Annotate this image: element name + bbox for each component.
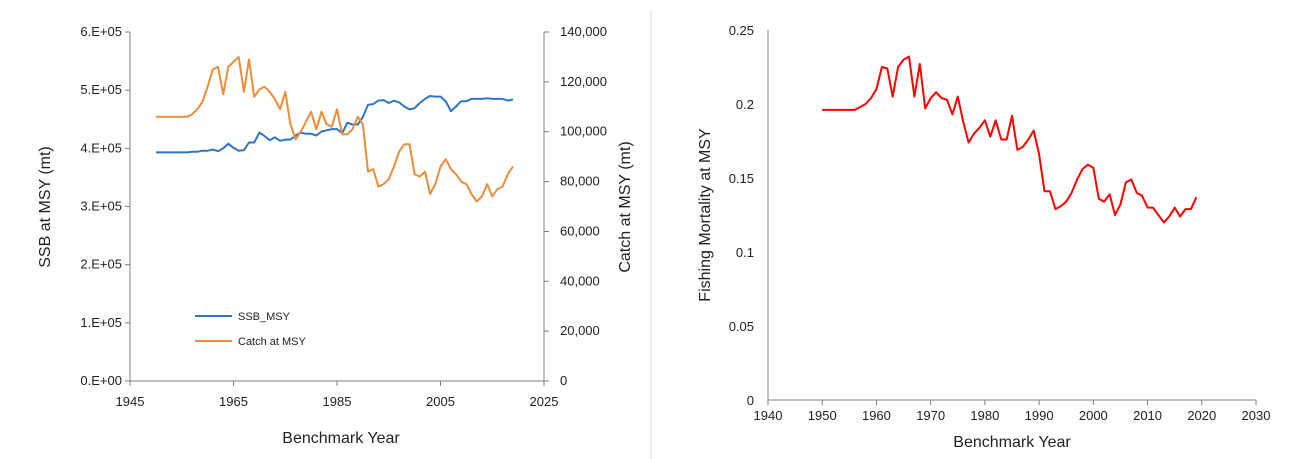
right-x-tick-label: 2010 <box>1133 408 1162 423</box>
right-chart-y-ticks: 0 0.05 0.1 0.15 0.2 0.25 <box>729 23 754 408</box>
left-y2-tick-label: 0 <box>560 373 567 388</box>
series-line-catch-at-msy <box>155 55 514 203</box>
right-x-tick-label: 2020 <box>1187 408 1216 423</box>
left-chart-x-label: Benchmark Year <box>282 430 400 447</box>
left-y-tick-label: 0.E+00 <box>80 373 122 388</box>
left-y-tick-label: 6.E+05 <box>80 24 122 39</box>
left-chart-y-ticks: 0.E+00 1.E+05 2.E+05 3.E+05 4.E+05 5.E+05 6.E+… <box>80 24 130 388</box>
left-y2-tick-label: 120,000 <box>560 74 607 89</box>
left-y-tick-label: 4.E+05 <box>80 140 122 155</box>
left-chart-series <box>155 55 514 203</box>
left-y-tick-label: 2.E+05 <box>80 257 122 272</box>
left-y2-tick-label: 100,000 <box>560 124 607 139</box>
right-chart-y-label: Fishing Mortality at MSY <box>697 128 714 302</box>
left-y-tick-label: 3.E+05 <box>80 199 122 214</box>
right-x-tick-label: 1970 <box>916 408 945 423</box>
right-x-tick-label: 2000 <box>1079 408 1108 423</box>
left-y2-tick-label: 40,000 <box>560 273 600 288</box>
right-y-tick-label: 0.15 <box>729 171 754 186</box>
right-y-tick-label: 0 <box>747 393 754 408</box>
left-chart-x-ticks: 1945 1965 1985 2005 2025 <box>116 381 559 409</box>
right-x-tick-label: 1980 <box>970 408 999 423</box>
chart-right: 0 0.05 0.1 0.15 0.2 0.25 1940 1950 1960 1970 1980… <box>697 23 1270 451</box>
right-x-tick-label: 1940 <box>754 408 783 423</box>
right-x-tick-label: 1950 <box>808 408 837 423</box>
left-x-tick-label: 1965 <box>219 394 248 409</box>
left-y2-tick-label: 80,000 <box>560 174 600 189</box>
legend-label-catch: Catch at MSY <box>238 336 307 348</box>
right-x-tick-label: 2030 <box>1242 408 1271 423</box>
left-y2-tick-label: 20,000 <box>560 323 600 338</box>
left-y2-tick-label: 60,000 <box>560 223 600 238</box>
legend-label-ssb: SSB_MSY <box>238 311 291 323</box>
right-chart-x-label: Benchmark Year <box>953 434 1071 451</box>
series-line-fishing-mortality <box>822 55 1198 224</box>
right-chart-x-ticks: 1940 1950 1960 1970 1980 1990 2000 2010 2020 2030 <box>754 400 1271 423</box>
left-x-tick-label: 2005 <box>426 394 455 409</box>
left-chart-y2-label: Catch at MSY (mt) <box>617 141 634 272</box>
right-x-tick-label: 1960 <box>862 408 891 423</box>
right-y-tick-label: 0.25 <box>729 23 754 38</box>
left-x-tick-label: 1985 <box>323 394 352 409</box>
left-y-tick-label: 1.E+05 <box>80 315 122 330</box>
series-line-ssb-msy <box>155 95 514 154</box>
left-x-tick-label: 1945 <box>116 394 145 409</box>
right-y-tick-label: 0.05 <box>729 319 754 334</box>
left-chart-y2-ticks: 0 20,000 40,000 60,000 80,000 100,000 120,000 1… <box>544 24 607 388</box>
left-chart-legend: SSB_MSY Catch at MSY <box>195 311 307 348</box>
left-y-tick-label: 5.E+05 <box>80 82 122 97</box>
right-chart-series <box>822 55 1198 224</box>
left-y2-tick-label: 140,000 <box>560 24 607 39</box>
left-x-tick-label: 2025 <box>530 394 559 409</box>
right-x-tick-label: 1990 <box>1025 408 1054 423</box>
left-chart-y-label: SSB at MSY (mt) <box>37 146 54 268</box>
right-y-tick-label: 0.1 <box>736 245 754 260</box>
right-y-tick-label: 0.2 <box>736 97 754 112</box>
chart-left: 0.E+00 1.E+05 2.E+05 3.E+05 4.E+05 5.E+05 6.E+… <box>37 24 634 447</box>
